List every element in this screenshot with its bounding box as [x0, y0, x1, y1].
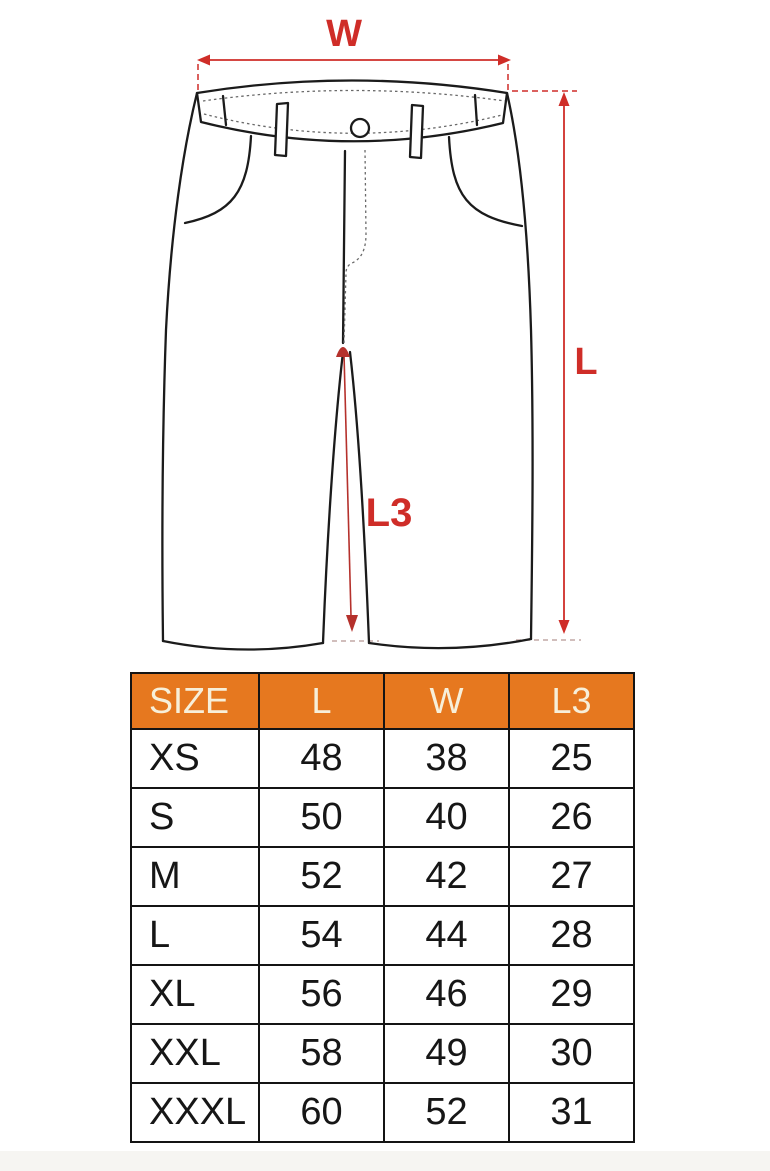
bottom-strip	[0, 1151, 770, 1171]
length-label: L	[574, 341, 597, 383]
size-cell: XXXL	[130, 1082, 260, 1143]
inseam-left	[321, 350, 345, 645]
table-row-xl: XL 56 46 29	[130, 964, 635, 1025]
header-row: SIZE L W L3	[130, 672, 635, 730]
waistband-seam-left	[221, 94, 228, 127]
pocket-left	[183, 134, 253, 225]
size-table-header: SIZE L W L3	[130, 672, 635, 730]
col-header-l3: L3	[508, 672, 635, 730]
table-row-l: L 54 44 28	[130, 905, 635, 966]
size-table: SIZE L W L3 XS 48 38 25 S 50 40 26 M 52	[130, 672, 635, 1143]
value-cell-w: 52	[383, 1082, 510, 1143]
value-cell-l3: 25	[508, 728, 635, 789]
col-header-w: W	[383, 672, 510, 730]
length-arrowhead-up	[558, 92, 570, 106]
value-cell-l: 48	[258, 728, 385, 789]
size-cell: S	[130, 787, 260, 848]
width-arrowhead-left	[197, 54, 210, 66]
waistband-seam-right	[473, 93, 479, 127]
value-cell-l3: 31	[508, 1082, 635, 1143]
value-cell-l: 50	[258, 787, 385, 848]
value-cell-l: 58	[258, 1023, 385, 1084]
value-cell-w: 42	[383, 846, 510, 907]
col-header-l: L	[258, 672, 385, 730]
value-cell-w: 46	[383, 964, 510, 1025]
outer-seam-left	[161, 91, 199, 643]
belt-loop-right	[408, 103, 425, 160]
value-cell-l: 60	[258, 1082, 385, 1143]
fly-stitch	[343, 149, 367, 344]
table-row-xxl: XXL 58 49 30	[130, 1023, 635, 1084]
waist-button	[349, 117, 371, 139]
belt-loop-left	[273, 101, 290, 158]
value-cell-l3: 30	[508, 1023, 635, 1084]
table-row-xxxl: XXXL 60 52 31	[130, 1082, 635, 1143]
shorts-measurement-diagram: W L L3	[161, 13, 598, 651]
length-arrowhead-down	[558, 620, 570, 634]
inseam-label: L3	[366, 491, 413, 535]
size-cell: XS	[130, 728, 260, 789]
hem-left	[161, 639, 325, 651]
size-table-body: XS 48 38 25 S 50 40 26 M 52 42 27 L 54 4…	[130, 728, 635, 1143]
value-cell-l3: 28	[508, 905, 635, 966]
value-cell-w: 40	[383, 787, 510, 848]
size-cell: XL	[130, 964, 260, 1025]
size-cell: XXL	[130, 1023, 260, 1084]
value-cell-l3: 26	[508, 787, 635, 848]
fly-seam	[341, 149, 347, 345]
value-cell-w: 44	[383, 905, 510, 966]
table-row-m: M 52 42 27	[130, 846, 635, 907]
width-arrowhead-right	[498, 54, 511, 66]
value-cell-l: 56	[258, 964, 385, 1025]
value-cell-l3: 27	[508, 846, 635, 907]
col-header-size: SIZE	[130, 672, 260, 730]
table-row-xs: XS 48 38 25	[130, 728, 635, 789]
value-cell-w: 49	[383, 1023, 510, 1084]
inseam-arrowhead-down	[346, 615, 358, 632]
value-cell-l: 52	[258, 846, 385, 907]
width-label: W	[326, 13, 362, 55]
table-row-s: S 50 40 26	[130, 787, 635, 848]
value-cell-l: 54	[258, 905, 385, 966]
pocket-right	[447, 135, 524, 228]
waistband-stitch-top	[202, 89, 506, 102]
size-cell: M	[130, 846, 260, 907]
value-cell-w: 38	[383, 728, 510, 789]
outer-seam-right	[505, 91, 534, 641]
shorts-drawing	[161, 79, 534, 651]
inseam-dimension-line	[343, 353, 352, 617]
crotch-marker	[336, 347, 350, 357]
hem-right	[367, 637, 533, 650]
size-cell: L	[130, 905, 260, 966]
value-cell-l3: 29	[508, 964, 635, 1025]
inseam-right	[348, 350, 371, 645]
